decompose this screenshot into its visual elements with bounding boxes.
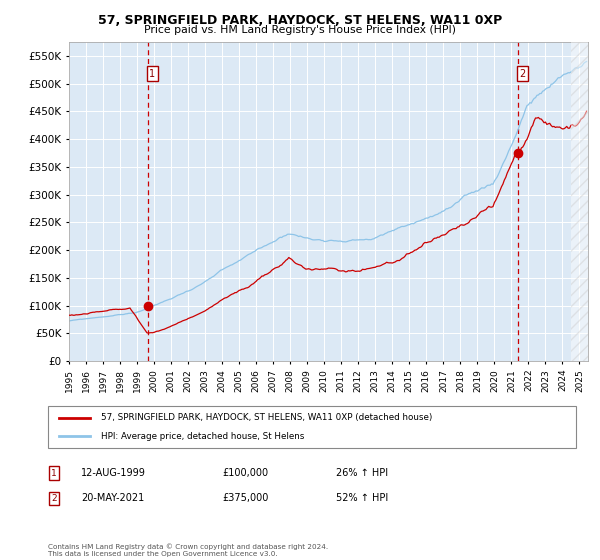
Text: 26% ↑ HPI: 26% ↑ HPI [336,468,388,478]
Text: 2: 2 [51,494,56,503]
Text: Contains HM Land Registry data © Crown copyright and database right 2024.
This d: Contains HM Land Registry data © Crown c… [48,544,328,557]
Text: 20-MAY-2021: 20-MAY-2021 [81,493,144,503]
Text: Price paid vs. HM Land Registry's House Price Index (HPI): Price paid vs. HM Land Registry's House … [144,25,456,35]
Text: HPI: Average price, detached house, St Helens: HPI: Average price, detached house, St H… [101,432,304,441]
Text: 12-AUG-1999: 12-AUG-1999 [81,468,146,478]
Text: 1: 1 [149,69,155,79]
FancyBboxPatch shape [48,406,576,448]
Text: £375,000: £375,000 [222,493,268,503]
Text: 52% ↑ HPI: 52% ↑ HPI [336,493,388,503]
Bar [571,42,588,361]
Text: £100,000: £100,000 [222,468,268,478]
Text: 57, SPRINGFIELD PARK, HAYDOCK, ST HELENS, WA11 0XP: 57, SPRINGFIELD PARK, HAYDOCK, ST HELENS… [98,14,502,27]
Text: 1: 1 [51,469,57,478]
Text: 57, SPRINGFIELD PARK, HAYDOCK, ST HELENS, WA11 0XP (detached house): 57, SPRINGFIELD PARK, HAYDOCK, ST HELENS… [101,413,432,422]
Text: 2: 2 [520,69,526,79]
